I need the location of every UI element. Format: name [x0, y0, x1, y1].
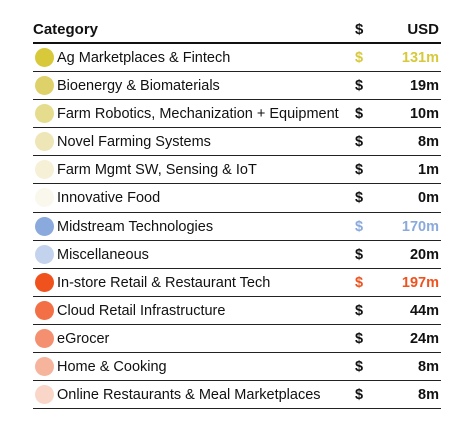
category-label: Home & Cooking	[57, 359, 167, 376]
funding-table: Category $ USD Ag Marketplaces & Fintech…	[33, 14, 441, 410]
category-dot-icon	[35, 76, 54, 96]
usd-value: 131m	[401, 50, 439, 66]
table-row: Miscellaneous $20m	[33, 241, 441, 269]
category-dot-icon	[35, 385, 54, 405]
usd-value: 197m	[401, 274, 439, 291]
currency-symbol: $	[355, 50, 364, 66]
category-label: Cloud Retail Infrastructure	[57, 302, 226, 319]
usd-value: 8m	[418, 359, 439, 376]
currency-symbol: $	[355, 134, 364, 151]
currency-symbol: $	[355, 359, 364, 376]
usd-value: 1m	[418, 162, 439, 179]
category-dot-icon	[35, 48, 54, 67]
table-row: Midstream Technologies $170m	[33, 213, 441, 241]
table-header: Category $ USD	[33, 14, 441, 44]
usd-value: 10m	[409, 106, 439, 123]
category-dot-icon	[35, 132, 54, 152]
currency-symbol: $	[355, 246, 364, 263]
table-row: In-store Retail & Restaurant Tech $197m	[33, 269, 441, 297]
table-row: Cloud Retail Infrastructure $44m	[33, 297, 441, 325]
table-row: eGrocer $24m	[33, 325, 441, 354]
table-row: Innovative Food $0m	[33, 184, 441, 213]
category-label: Farm Mgmt SW, Sensing & IoT	[57, 162, 257, 179]
currency-symbol: $	[355, 330, 364, 347]
category-label: In-store Retail & Restaurant Tech	[57, 274, 271, 291]
category-label: Bioenergy & Biomaterials	[57, 78, 220, 95]
table-row: Ag Marketplaces & Fintech $131m	[33, 44, 441, 73]
usd-value: 8m	[418, 387, 439, 404]
category-dot-icon	[35, 272, 54, 292]
currency-symbol: $	[355, 274, 364, 291]
category-dot-icon	[35, 160, 54, 180]
usd-value: 24m	[409, 330, 439, 347]
header-currency: $	[355, 21, 364, 38]
category-label: Miscellaneous	[57, 246, 149, 263]
category-dot-icon	[35, 216, 54, 236]
category-label: Farm Robotics, Mechanization + Equipment	[57, 106, 339, 123]
table-row: Farm Robotics, Mechanization + Equipment…	[33, 100, 441, 129]
category-dot-icon	[35, 357, 54, 377]
usd-value: 44m	[409, 302, 439, 319]
category-dot-icon	[35, 244, 54, 264]
header-usd: USD	[407, 21, 439, 38]
currency-symbol: $	[355, 78, 364, 95]
usd-value: 0m	[418, 190, 439, 207]
category-label: Innovative Food	[57, 190, 161, 207]
currency-symbol: $	[355, 162, 364, 179]
usd-value: 19m	[409, 78, 439, 95]
table-row: Bioenergy & Biomaterials $19m	[33, 72, 441, 101]
category-dot-icon	[35, 300, 54, 320]
header-category: Category	[33, 21, 99, 38]
table-row: Novel Farming Systems $8m	[33, 128, 441, 157]
usd-value: 20m	[409, 246, 439, 263]
currency-symbol: $	[355, 190, 364, 207]
category-label: Midstream Technologies	[57, 218, 214, 235]
table-row: Home & Cooking $8m	[33, 353, 441, 382]
category-label: Ag Marketplaces & Fintech	[57, 50, 231, 66]
category-dot-icon	[35, 188, 54, 208]
category-dot-icon	[35, 104, 54, 124]
usd-value: 8m	[418, 134, 439, 151]
currency-symbol: $	[355, 302, 364, 319]
category-dot-icon	[35, 328, 54, 348]
category-label: Novel Farming Systems	[57, 134, 211, 151]
category-label: eGrocer	[57, 330, 110, 347]
table-row: Farm Mgmt SW, Sensing & IoT $1m	[33, 156, 441, 185]
category-label: Online Restaurants & Meal Marketplaces	[57, 387, 321, 404]
usd-value: 170m	[401, 218, 439, 235]
currency-symbol: $	[355, 218, 364, 235]
currency-symbol: $	[355, 106, 364, 123]
currency-symbol: $	[355, 387, 364, 404]
table-body: Ag Marketplaces & Fintech $131m Bioenergy …	[33, 44, 441, 410]
table-row: Online Restaurants & Meal Marketplaces $8…	[33, 381, 441, 410]
